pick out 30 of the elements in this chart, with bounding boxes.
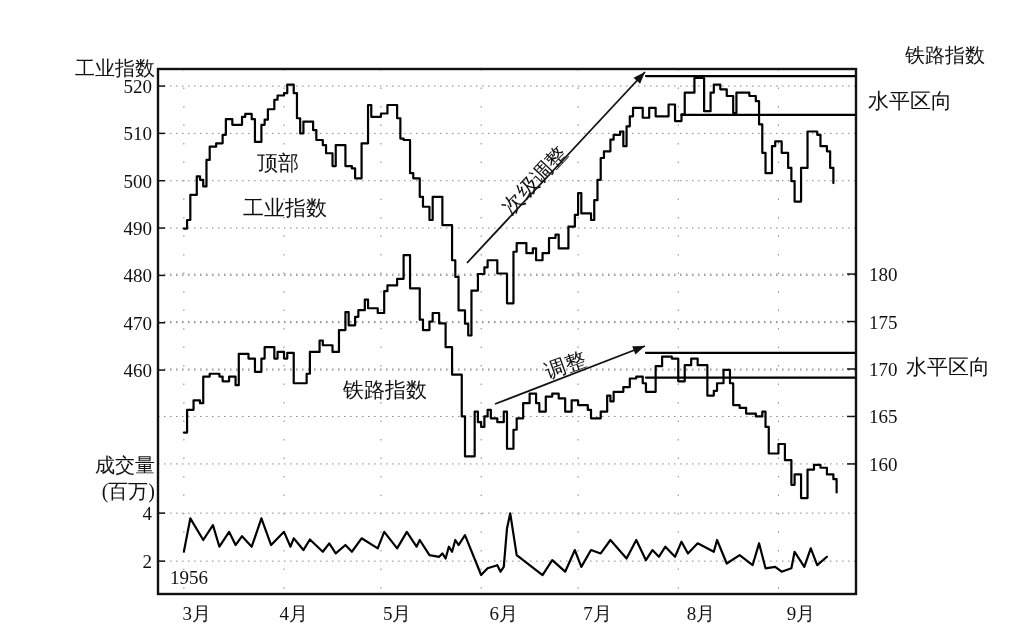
y-tick-label: 510 bbox=[123, 123, 152, 145]
text: 水平区向 bbox=[906, 355, 990, 379]
x-tick-label: 5月 bbox=[382, 603, 412, 624]
x-tick-label: 8月 bbox=[686, 603, 716, 624]
y2-tick-label: 180 bbox=[869, 264, 898, 286]
y2-tick-label: 175 bbox=[869, 311, 898, 333]
annotation: 1956 bbox=[170, 567, 208, 588]
y-axis-title: 工业指数 bbox=[75, 57, 155, 79]
y2-tick-label: 160 bbox=[869, 453, 898, 475]
y3-tick-label: 2 bbox=[142, 551, 152, 573]
y-tick-label: 460 bbox=[123, 360, 152, 382]
text: 水平区向 bbox=[868, 89, 952, 113]
y-tick-label: 500 bbox=[123, 170, 152, 192]
y-tick-label: 470 bbox=[123, 312, 152, 334]
annotation: 顶部 bbox=[257, 151, 299, 175]
series-label: 工业指数 bbox=[243, 196, 327, 220]
y2-axis-title: 铁路指数 bbox=[904, 44, 985, 66]
x-tick-label: 7月 bbox=[583, 603, 612, 624]
y3-tick-label: 4 bbox=[142, 503, 153, 525]
y-tick-label: 490 bbox=[123, 218, 152, 240]
x-tick-label: 3月 bbox=[182, 603, 212, 624]
y3-axis-title: 成交量 (百万) bbox=[95, 454, 155, 503]
y2-tick-label: 165 bbox=[869, 406, 898, 428]
annotation: 调整 bbox=[541, 346, 590, 384]
x-tick-label: 6月 bbox=[489, 603, 519, 624]
x-tick-label: 9月 bbox=[786, 603, 816, 624]
x-tick-label: 4月 bbox=[279, 603, 308, 624]
y-tick-label: 480 bbox=[123, 265, 152, 287]
y2-tick-label: 170 bbox=[869, 359, 898, 380]
series-label: 铁路指数 bbox=[342, 378, 427, 402]
